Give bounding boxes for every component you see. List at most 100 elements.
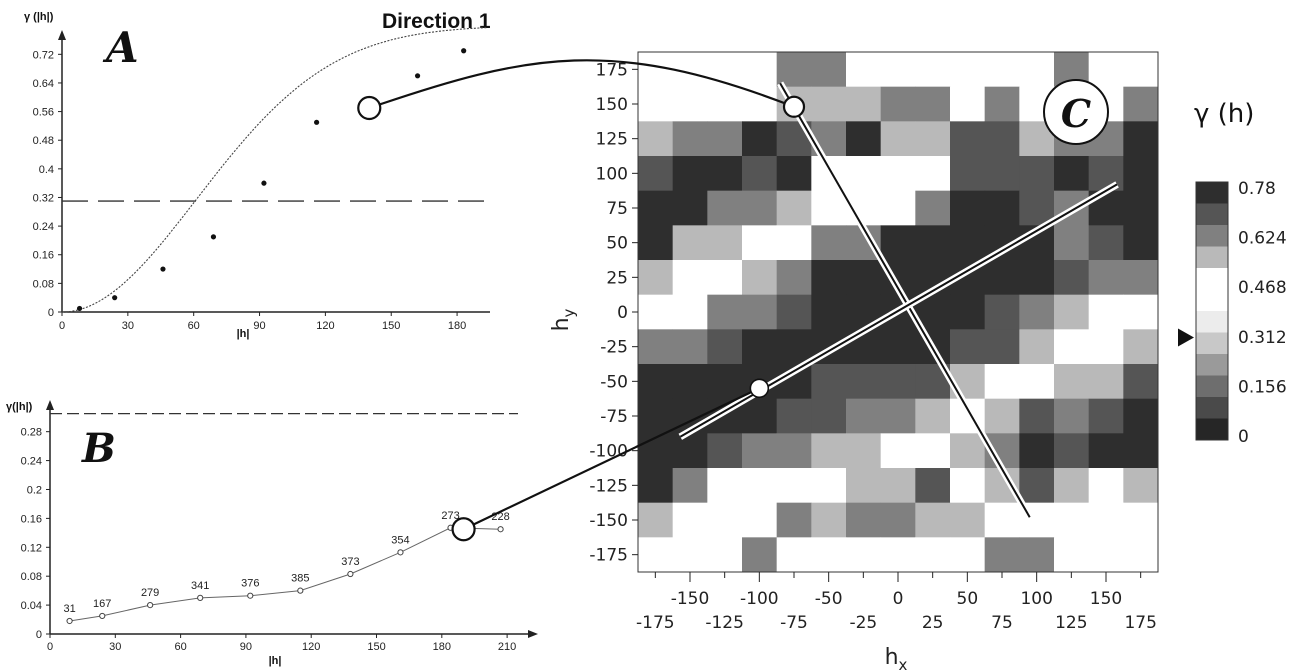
heatmap-cell [672, 433, 708, 469]
heatmap-cell [742, 329, 778, 365]
colorbar-band [1196, 268, 1228, 290]
heatmap-cell [984, 294, 1020, 330]
heatmap-cell [1123, 364, 1159, 400]
heatmap-cell [950, 190, 986, 226]
heatmap-x-tick-label: 50 [957, 589, 979, 609]
heatmap-cell [1019, 294, 1055, 330]
colorbar-tick-label: 0.312 [1238, 328, 1287, 348]
heatmap-cell [707, 364, 743, 400]
heatmap-cell [672, 260, 708, 296]
heatmap-x-tick-label: -100 [740, 589, 779, 609]
heatmap-cell [1054, 502, 1090, 538]
panel-a-x-tick-label: 180 [448, 320, 466, 332]
heatmap-cell [1123, 52, 1159, 88]
heatmap-y-tick-label: -100 [589, 442, 628, 462]
colorbar-tick-label: 0.624 [1238, 229, 1287, 249]
panel-b-data-point [347, 570, 354, 578]
heatmap-x-tick-label: 25 [922, 613, 944, 633]
heatmap-cell [880, 537, 916, 573]
panel-a-title: Direction 1 [382, 10, 491, 33]
heatmap-cell [915, 468, 951, 504]
connector-c1-endpoint [782, 95, 806, 118]
panel-a-x-tick-label: 150 [382, 320, 400, 332]
heatmap-cell [984, 537, 1020, 573]
heatmap-cell [811, 364, 847, 400]
colorbar: γ (h) 0.78 0.624 0.468 0.312 0.156 0 [1178, 99, 1287, 447]
panel-b-data-point [247, 592, 254, 599]
panel-c-badge-circle [1043, 79, 1109, 145]
heatmap-cell [950, 468, 986, 504]
panel-b-x-tick-label: 210 [498, 641, 516, 653]
heatmap-y-tick-label: 25 [606, 268, 628, 288]
heatmap-cell [776, 225, 812, 261]
colorbar-band [1196, 225, 1228, 247]
heatmap-cell [1088, 156, 1124, 192]
heatmap-cell [1123, 156, 1159, 192]
heatmap-cell [638, 52, 674, 88]
panel-a-data-point [461, 48, 467, 54]
panel-b-x-tick-label: 120 [302, 641, 320, 653]
panel-b-y-tick-label: 0.28 [21, 427, 42, 439]
panel-a-axes [58, 30, 490, 313]
heatmap-y-tick-label: -25 [600, 338, 628, 358]
heatmap-cell [707, 86, 743, 122]
heatmap-cell [811, 502, 847, 538]
heatmap-cell [846, 537, 882, 573]
heatmap-cell [1088, 364, 1124, 400]
heatmap-cell [638, 468, 674, 504]
heatmap-y-tick-label: 125 [596, 130, 628, 150]
heatmap-y-tick-label: -150 [589, 511, 628, 531]
heatmap-cell [707, 294, 743, 330]
panel-b-x-arrow [528, 630, 538, 638]
panel-a-x-tick-label: 90 [253, 320, 265, 332]
panel-b-pair-count-label: 167 [93, 598, 111, 610]
heatmap-cell [707, 121, 743, 157]
heatmap-cell [1054, 537, 1090, 573]
colorbar-tick-label: 0.468 [1238, 278, 1287, 298]
heatmap-cell [915, 225, 951, 261]
panel-a-marks [61, 27, 490, 313]
heatmap-cell [707, 52, 743, 88]
heatmap-cell [776, 52, 812, 88]
heatmap-cell [846, 121, 882, 157]
heatmap-cell [742, 190, 778, 226]
heatmap-y-tick-label: 75 [606, 199, 628, 219]
heatmap-cell [915, 502, 951, 538]
panel-b-x-label: |h| [269, 655, 282, 667]
heatmap-cell [915, 156, 951, 192]
heatmap-cell [880, 225, 916, 261]
heatmap-cell [707, 260, 743, 296]
heatmap-x-tick-label: 175 [1124, 613, 1156, 633]
heatmap-cell [984, 86, 1020, 122]
heatmap-cell [638, 190, 674, 226]
panel-b-series-line [69, 527, 501, 622]
heatmap-cell [672, 190, 708, 226]
heatmap-cell [915, 398, 951, 434]
heatmap-cell [1123, 121, 1159, 157]
colorbar-band [1196, 397, 1228, 419]
panel-c-letter: C [1061, 91, 1091, 136]
heatmap-cell [1088, 433, 1124, 469]
panel-a-x-tick-label: 30 [122, 320, 134, 332]
heatmap-cell [950, 433, 986, 469]
heatmap-cell [984, 502, 1020, 538]
colorbar-tick-label: 0 [1238, 427, 1249, 447]
heatmap-cell [1054, 260, 1090, 296]
heatmap-cell [742, 502, 778, 538]
heatmap-x-tick-label: 75 [991, 613, 1013, 633]
heatmap-cell [846, 52, 882, 88]
heatmap-cell [707, 537, 743, 573]
heatmap-cell [950, 225, 986, 261]
panel-a-data-point [112, 295, 118, 301]
heatmap-cell [638, 433, 674, 469]
heatmap-cell [811, 260, 847, 296]
panel-a-data-point [414, 73, 421, 79]
heatmap-cell [950, 156, 986, 192]
heatmap-cell [672, 225, 708, 261]
heatmap-cell [776, 156, 812, 192]
heatmap-cell [638, 398, 674, 434]
panel-b-data-point [497, 526, 504, 533]
heatmap-y-label-main: h [549, 317, 574, 331]
heatmap-x-label-sub: x [899, 656, 908, 671]
